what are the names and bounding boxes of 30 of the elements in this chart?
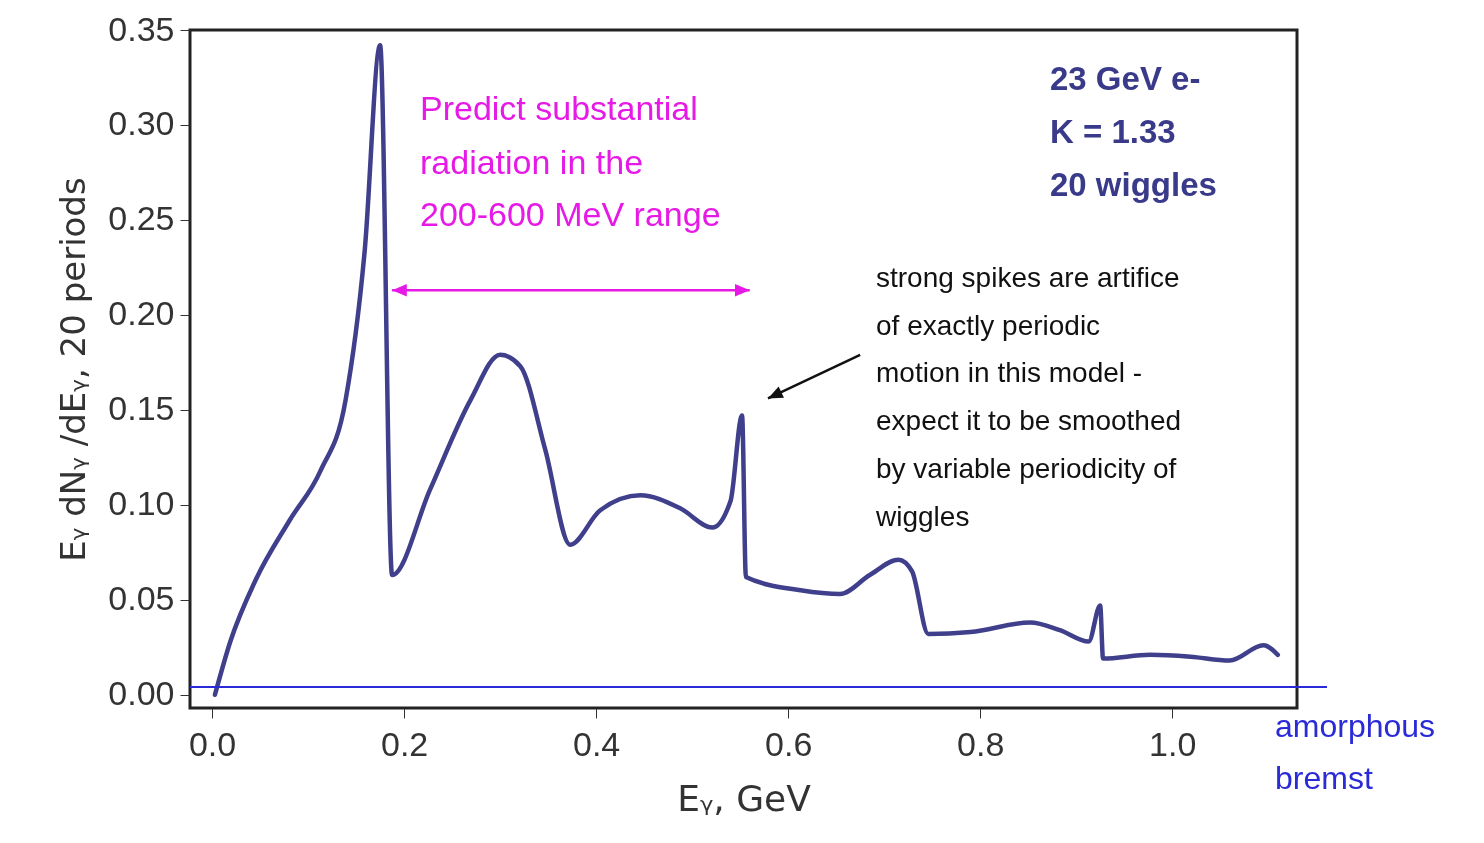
annotation: Predict substantial bbox=[420, 89, 698, 127]
x-tick-label: 0.8 bbox=[957, 724, 1005, 763]
y-tick-label: 0.15 bbox=[108, 389, 175, 428]
annotation: 20 wiggles bbox=[1050, 166, 1217, 203]
y-tick-label: 0.05 bbox=[108, 579, 175, 618]
y-tick-label: 0.20 bbox=[108, 294, 175, 333]
annotation: radiation in the bbox=[420, 143, 644, 181]
x-tick-label: 0.6 bbox=[765, 724, 813, 763]
annotation: K = 1.33 bbox=[1050, 113, 1176, 150]
y-tick-label: 0.00 bbox=[108, 674, 175, 713]
annotation: wiggles bbox=[875, 501, 970, 532]
x-tick-label: 0.2 bbox=[380, 724, 429, 763]
annotation: expect it to be smoothed bbox=[876, 405, 1182, 436]
annotation: 23 GeV e- bbox=[1050, 60, 1201, 97]
annotation: of exactly periodic bbox=[876, 310, 1101, 341]
y-axis-title: Eᵧ dNᵧ /dEᵧ, 20 periods bbox=[53, 177, 94, 562]
x-tick-label: 0.0 bbox=[188, 724, 237, 763]
y-tick-label: 0.25 bbox=[108, 199, 175, 238]
y-tick-label: 0.10 bbox=[108, 484, 175, 523]
y-tick-label: 0.30 bbox=[108, 104, 175, 143]
annotation: by variable periodicity of bbox=[876, 453, 1177, 484]
x-tick-label: 1.0 bbox=[1149, 724, 1197, 763]
annotation: strong spikes are artifice bbox=[876, 262, 1180, 293]
ref-line-label: amorphous bremst bbox=[1275, 708, 1436, 796]
line-series bbox=[212, 42, 1281, 697]
y-tick-label: 0.35 bbox=[108, 9, 175, 48]
annotation: 200-600 MeV range bbox=[420, 195, 721, 233]
x-axis-title: Eᵧ, GeV bbox=[677, 777, 812, 819]
x-tick-label: 0.4 bbox=[572, 724, 621, 763]
annotation: motion in this model - bbox=[876, 357, 1143, 388]
